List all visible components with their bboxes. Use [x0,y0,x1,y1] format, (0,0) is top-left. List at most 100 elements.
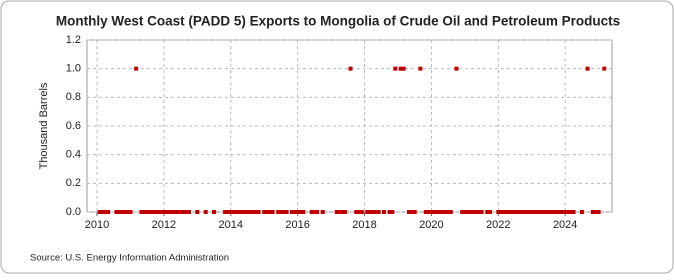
point [373,210,378,214]
point [359,210,364,214]
point [315,210,320,214]
y-tick-label: 1.0 [66,63,81,75]
y-tick-label: 0.2 [66,177,81,189]
point [401,66,406,71]
point [368,210,373,214]
point [529,210,534,214]
source: Source: U.S. Energy Information Administ… [30,253,229,264]
point [418,66,423,71]
point [585,66,590,71]
point [538,210,543,214]
point [527,210,532,214]
point [139,210,144,214]
point [239,210,244,214]
point [549,210,554,214]
point [178,210,183,214]
point [446,210,451,214]
point [278,210,283,214]
point [226,210,231,214]
point [568,210,573,214]
point [320,210,325,214]
point [281,210,286,214]
point [435,210,440,214]
point [579,210,584,214]
point [262,210,267,214]
point [510,210,515,214]
point [398,66,403,71]
point [172,210,177,214]
point [515,210,520,214]
point [251,210,256,214]
point [448,210,453,214]
point [256,210,261,214]
point [237,210,242,214]
y-axis-label: Thousand Barrels [38,82,50,169]
point [473,210,478,214]
point [134,66,139,71]
point [161,210,166,214]
point [429,210,434,214]
point [150,210,155,214]
point [504,210,509,214]
point [234,210,239,214]
point [468,210,473,214]
point [295,210,300,214]
point [117,210,122,214]
y-tick-label: 0.6 [66,120,81,132]
point [228,210,233,214]
point [521,210,526,214]
point [340,210,345,214]
point [462,210,467,214]
point [554,210,559,214]
point [292,210,297,214]
point [100,210,105,214]
point [498,210,503,214]
point [142,210,147,214]
point [103,210,108,214]
point [532,210,537,214]
point [552,210,557,214]
point [106,210,111,214]
point [97,210,102,214]
point [370,210,375,214]
point [184,210,189,214]
point [501,210,506,214]
point [485,210,490,214]
point [245,210,250,214]
point [423,210,428,214]
point [253,210,258,214]
y-tick-label: 0.0 [66,206,81,218]
point [175,210,180,214]
x-tick-label: 2014 [219,219,243,231]
x-tick-label: 2024 [553,219,577,231]
point [354,210,359,214]
point [565,210,570,214]
point [518,210,523,214]
point [596,210,601,214]
point [410,210,415,214]
point [381,210,386,214]
point [590,210,595,214]
point [440,210,445,214]
point [276,210,281,214]
point [267,210,272,214]
point [170,210,175,214]
point [407,210,412,214]
point [496,210,501,214]
point [356,210,361,214]
point [145,210,150,214]
point [337,210,342,214]
point [203,210,208,214]
y-tick-label: 0.8 [66,91,81,103]
x-tick-label: 2022 [486,219,510,231]
point [465,210,470,214]
x-tick-label: 2012 [152,219,176,231]
point [284,210,289,214]
y-tick-label: 1.2 [66,34,81,46]
y-tick-label: 0.4 [66,149,81,161]
point [270,210,275,214]
point [298,210,303,214]
point [301,210,306,214]
point [242,210,247,214]
